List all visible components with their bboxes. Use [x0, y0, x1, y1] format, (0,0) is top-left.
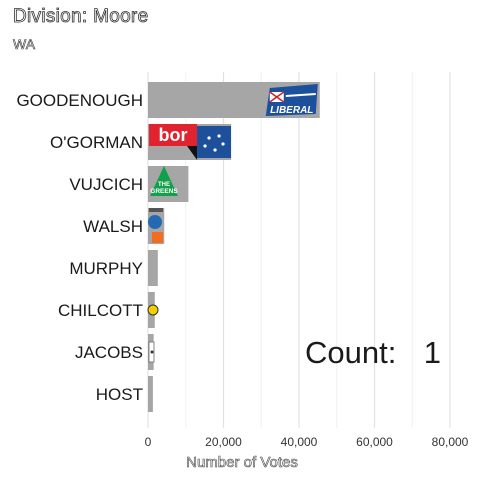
svg-text:bor: bor: [159, 125, 188, 145]
svg-text:THE: THE: [158, 182, 170, 188]
category-label: HOST: [96, 385, 143, 404]
svg-text:GREENS: GREENS: [150, 188, 178, 195]
x-tick-label: 40,000: [281, 435, 318, 449]
category-labels: GOODENOUGH O'GORMAN VUJCICH WALSH MURPHY CHIL…: [16, 91, 143, 404]
svg-text:LIBERAL: LIBERAL: [270, 105, 313, 116]
x-tick-labels: 0 20,000 40,000 60,000 80,000: [145, 435, 469, 449]
x-tick-label: 20,000: [205, 435, 242, 449]
bar: [148, 376, 153, 412]
count-value: 1: [424, 335, 441, 370]
bar: [148, 250, 158, 286]
chart-title: Division: Moore: [13, 6, 149, 28]
category-label: GOODENOUGH: [16, 91, 143, 110]
chart-subtitle: WA: [13, 36, 36, 53]
x-tick-label: 60,000: [356, 435, 393, 449]
small-logo-icon: [148, 341, 155, 363]
category-label: CHILCOTT: [58, 301, 143, 320]
liberal-logo-icon: LIBERAL: [265, 84, 318, 116]
category-label: WALSH: [83, 217, 143, 236]
count-label: Count:: [305, 335, 396, 370]
yellow-circle-logo-icon: [147, 304, 159, 316]
x-tick-label: 80,000: [432, 435, 469, 449]
category-label: O'GORMAN: [50, 133, 143, 152]
category-label: VUJCICH: [69, 175, 143, 194]
x-tick-label: 0: [145, 435, 152, 449]
x-axis-label: Number of Votes: [186, 454, 298, 471]
labor-logo-icon: bor: [149, 124, 232, 160]
one-nation-logo-icon: [148, 208, 163, 243]
category-label: MURPHY: [69, 259, 143, 278]
category-label: JACOBS: [75, 343, 143, 362]
